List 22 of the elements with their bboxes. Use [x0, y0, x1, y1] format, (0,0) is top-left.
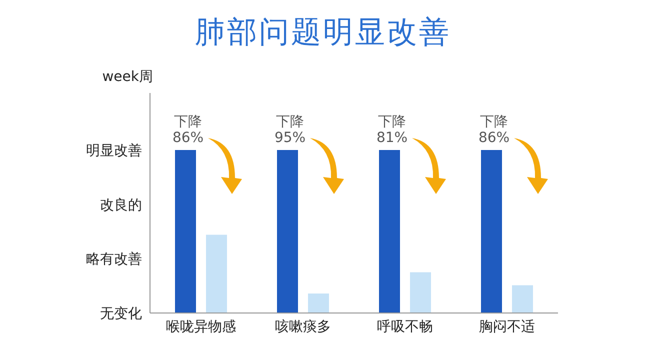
bar	[410, 272, 431, 313]
x-tick-label: 咳嗽痰多	[275, 318, 331, 335]
bar	[379, 150, 400, 313]
bar	[277, 150, 298, 313]
annotation: 下降 81%	[376, 114, 408, 146]
annotation: 下降 86%	[172, 114, 204, 146]
bar	[481, 150, 502, 313]
text: 明显改善	[86, 142, 142, 160]
bar	[308, 293, 329, 313]
x-tick-label: 呼吸不畅	[377, 318, 433, 335]
text: 无变化	[100, 306, 142, 322]
bar	[206, 234, 227, 313]
annotation: 下降 95%	[274, 114, 306, 146]
bar	[175, 150, 196, 313]
text: 略有改善	[86, 250, 142, 268]
chart-title: 肺部问题明显改善	[194, 14, 452, 52]
x-tick-label: 胸闷不适	[479, 318, 535, 335]
annotation: 下降 86%	[478, 114, 510, 146]
bar	[512, 285, 533, 313]
y-axis-title: week周	[102, 69, 153, 85]
text: 改良的	[100, 197, 142, 214]
x-tick-label: 喉咙异物感	[166, 318, 236, 335]
